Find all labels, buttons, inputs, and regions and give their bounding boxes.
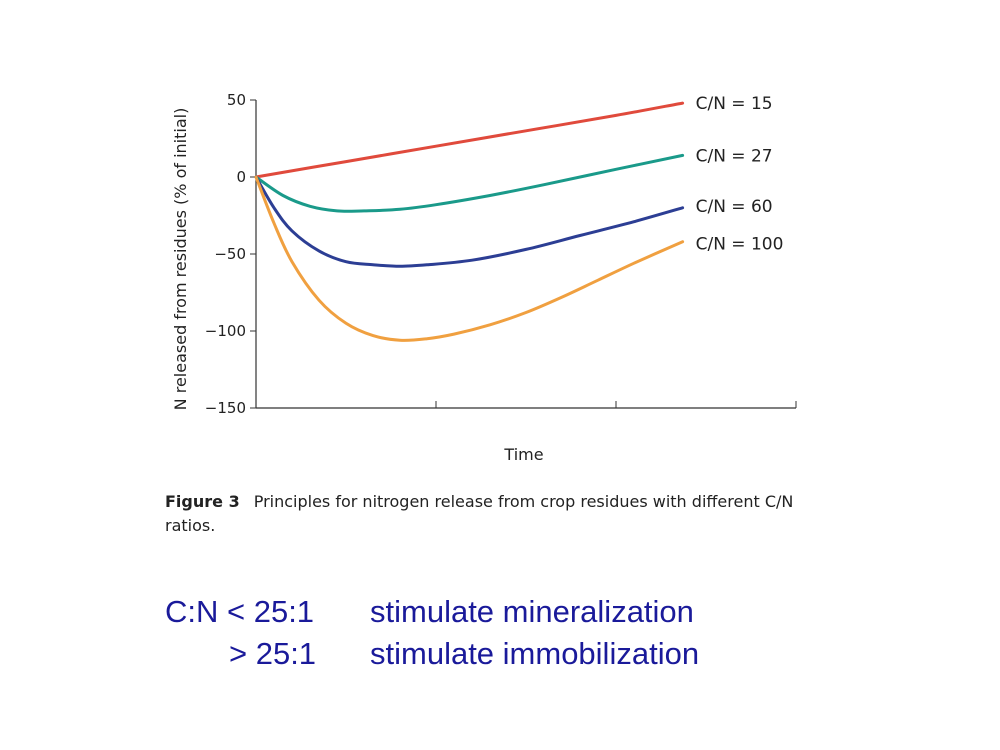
series-label-2: C/N = 27 (696, 146, 773, 166)
series-line-4 (254, 175, 685, 342)
caption-text: Principles for nitrogen release from cro… (165, 492, 794, 535)
series-lines (254, 101, 685, 342)
y-tick-label: −100 (205, 322, 246, 340)
tick-marks: 50 0 −50 −100 −150 (205, 91, 797, 417)
note-condition: C:N < 25:1 (165, 594, 315, 629)
series-line-3 (254, 175, 685, 268)
note-effect: stimulate mineralization (370, 594, 694, 629)
figure-caption: Figure 3 Principles for nitrogen release … (165, 490, 825, 538)
y-tick-label: −150 (205, 399, 246, 417)
series-label-4: C/N = 100 (696, 235, 784, 255)
note-effect: stimulate immobilization (370, 636, 700, 671)
y-tick-label: −50 (214, 245, 246, 263)
note-condition: > 25:1 (229, 636, 317, 671)
y-tick-label: 50 (227, 91, 246, 109)
series-line-2 (254, 153, 685, 213)
nitrogen-release-chart: 500−50−100−150 C/N = 15C/N = 27C/N = 60C… (171, 91, 797, 464)
series-label-3: C/N = 60 (696, 197, 773, 217)
x-axis-title: Time (503, 445, 543, 464)
y-axis-title: N released from residues (% of initial) (171, 108, 190, 411)
y-tick-label: 0 (236, 168, 246, 186)
figure-label: Figure 3 (165, 492, 240, 511)
series-labels: C/N = 15 C/N = 27 C/N = 60 C/N = 100 (696, 94, 784, 255)
series-label-1: C/N = 15 (696, 94, 773, 114)
series-line-1 (254, 101, 685, 179)
